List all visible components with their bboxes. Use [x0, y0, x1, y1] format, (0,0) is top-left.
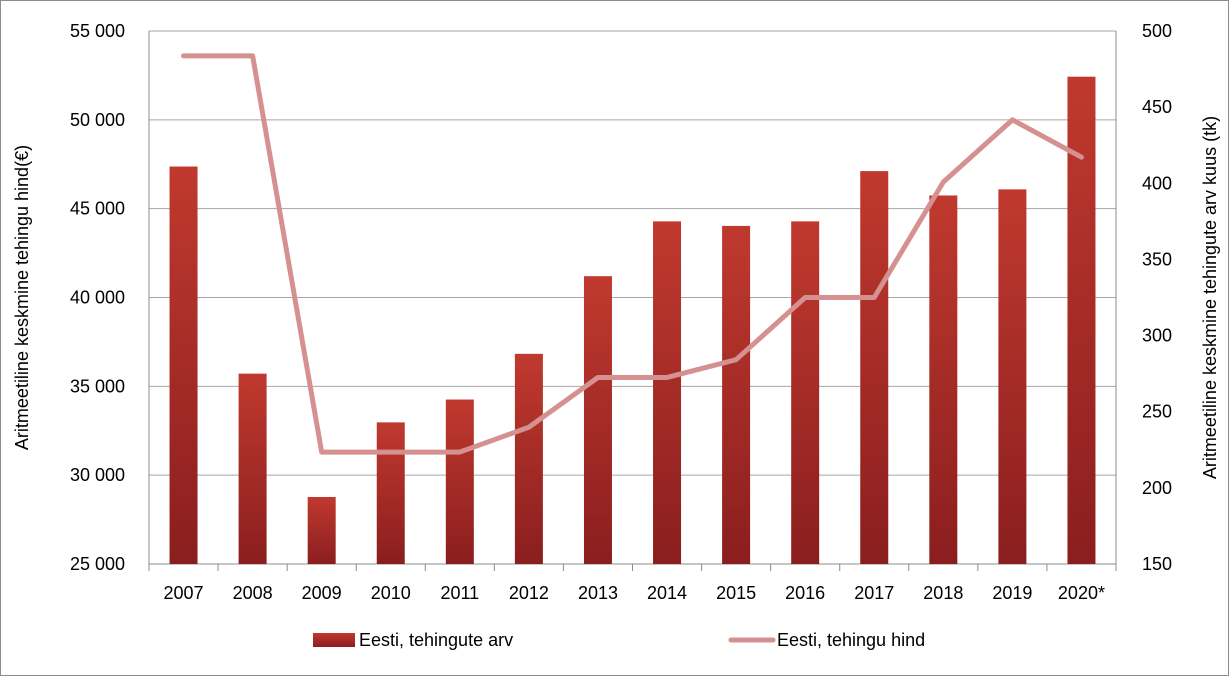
bar — [238, 373, 267, 564]
y-right-tick-label: 450 — [1142, 97, 1172, 117]
y-right-tick-label: 400 — [1142, 173, 1172, 193]
bar — [722, 225, 751, 564]
legend-line-label: Eesti, tehingu hind — [777, 630, 925, 650]
bar — [583, 276, 612, 564]
x-tick-label: 2010 — [371, 583, 411, 603]
x-tick-label: 2019 — [992, 583, 1032, 603]
x-tick-label: 2020* — [1058, 583, 1105, 603]
y-right-tick-label: 500 — [1142, 21, 1172, 41]
x-tick-label: 2013 — [578, 583, 618, 603]
legend-bar-swatch — [313, 633, 355, 647]
y-left-tick-label: 55 000 — [70, 21, 125, 41]
y-left-tick-label: 50 000 — [70, 110, 125, 130]
y-left-axis-title: Aritmeetiline keskmine tehingu hind(€) — [12, 145, 32, 450]
x-tick-label: 2009 — [302, 583, 342, 603]
y-left-tick-label: 45 000 — [70, 199, 125, 219]
y-right-tick-label: 350 — [1142, 249, 1172, 269]
y-right-tick-label: 250 — [1142, 402, 1172, 422]
bar — [514, 353, 543, 564]
y-right-tick-label: 150 — [1142, 554, 1172, 574]
x-tick-label: 2011 — [440, 583, 479, 603]
bar — [653, 221, 682, 564]
y-right-tick-label: 200 — [1142, 478, 1172, 498]
legend-bar-label: Eesti, tehingute arv — [359, 630, 513, 650]
x-tick-label: 2012 — [509, 583, 549, 603]
x-tick-label: 2014 — [647, 583, 687, 603]
bar — [376, 422, 405, 564]
x-tick-label: 2007 — [164, 583, 204, 603]
bar — [791, 221, 820, 564]
y-left-tick-label: 40 000 — [70, 288, 125, 308]
x-tick-label: 2018 — [923, 583, 963, 603]
bar — [307, 496, 336, 564]
y-left-tick-label: 35 000 — [70, 376, 125, 396]
x-tick-label: 2017 — [854, 583, 894, 603]
bar — [998, 189, 1027, 564]
price-line — [181, 53, 1084, 455]
y-right-tick-label: 300 — [1142, 326, 1172, 346]
bar — [860, 171, 889, 565]
x-tick-label: 2015 — [716, 583, 756, 603]
bar — [445, 399, 474, 564]
x-tick-label: 2008 — [233, 583, 273, 603]
y-left-tick-label: 30 000 — [70, 465, 125, 485]
x-tick-label: 2016 — [785, 583, 825, 603]
bar — [929, 195, 958, 564]
y-right-axis-title: Aritmeetiline keskmine tehingute arv kuu… — [1200, 116, 1220, 479]
bar — [169, 166, 198, 564]
y-left-tick-label: 25 000 — [70, 554, 125, 574]
